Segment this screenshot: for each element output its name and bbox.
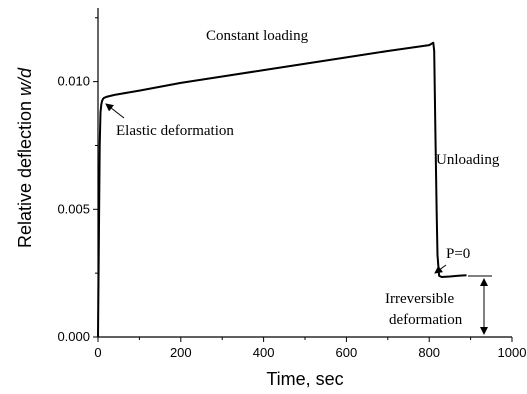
p-zero-arrow — [434, 264, 447, 274]
y-tick-label: 0.000 — [57, 329, 90, 344]
y-tick-label: 0.005 — [57, 201, 90, 216]
annotation-p-zero: P=0 — [446, 246, 470, 262]
annotation-unloading: Unloading — [436, 152, 500, 168]
annotation-constant-loading: Constant loading — [206, 28, 309, 44]
axis-ticks: 0 200 400 600 800 1000 0.000 0.005 0.010 — [57, 17, 527, 360]
x-tick-label: 600 — [336, 345, 358, 360]
annotation-elastic-deformation: Elastic deformation — [116, 123, 234, 139]
y-tick-label: 0.010 — [57, 74, 90, 89]
deflection-curve — [97, 41, 467, 338]
x-axis-title: Time, sec — [266, 369, 343, 389]
y-axis-title: Relative deflection w/d — [15, 67, 35, 248]
x-tick-label: 1000 — [498, 345, 527, 360]
annotation-irreversible-line2: deformation — [389, 312, 463, 328]
x-tick-label: 800 — [418, 345, 440, 360]
y-axis-title-italic: w/d — [15, 67, 35, 96]
x-tick-label: 0 — [94, 345, 101, 360]
y-axis-title-main: Relative deflection — [15, 96, 35, 248]
elastic-arrow — [105, 103, 125, 119]
x-tick-label: 400 — [253, 345, 275, 360]
x-tick-label: 200 — [170, 345, 192, 360]
annotation-irreversible-line1: Irreversible — [385, 291, 454, 307]
